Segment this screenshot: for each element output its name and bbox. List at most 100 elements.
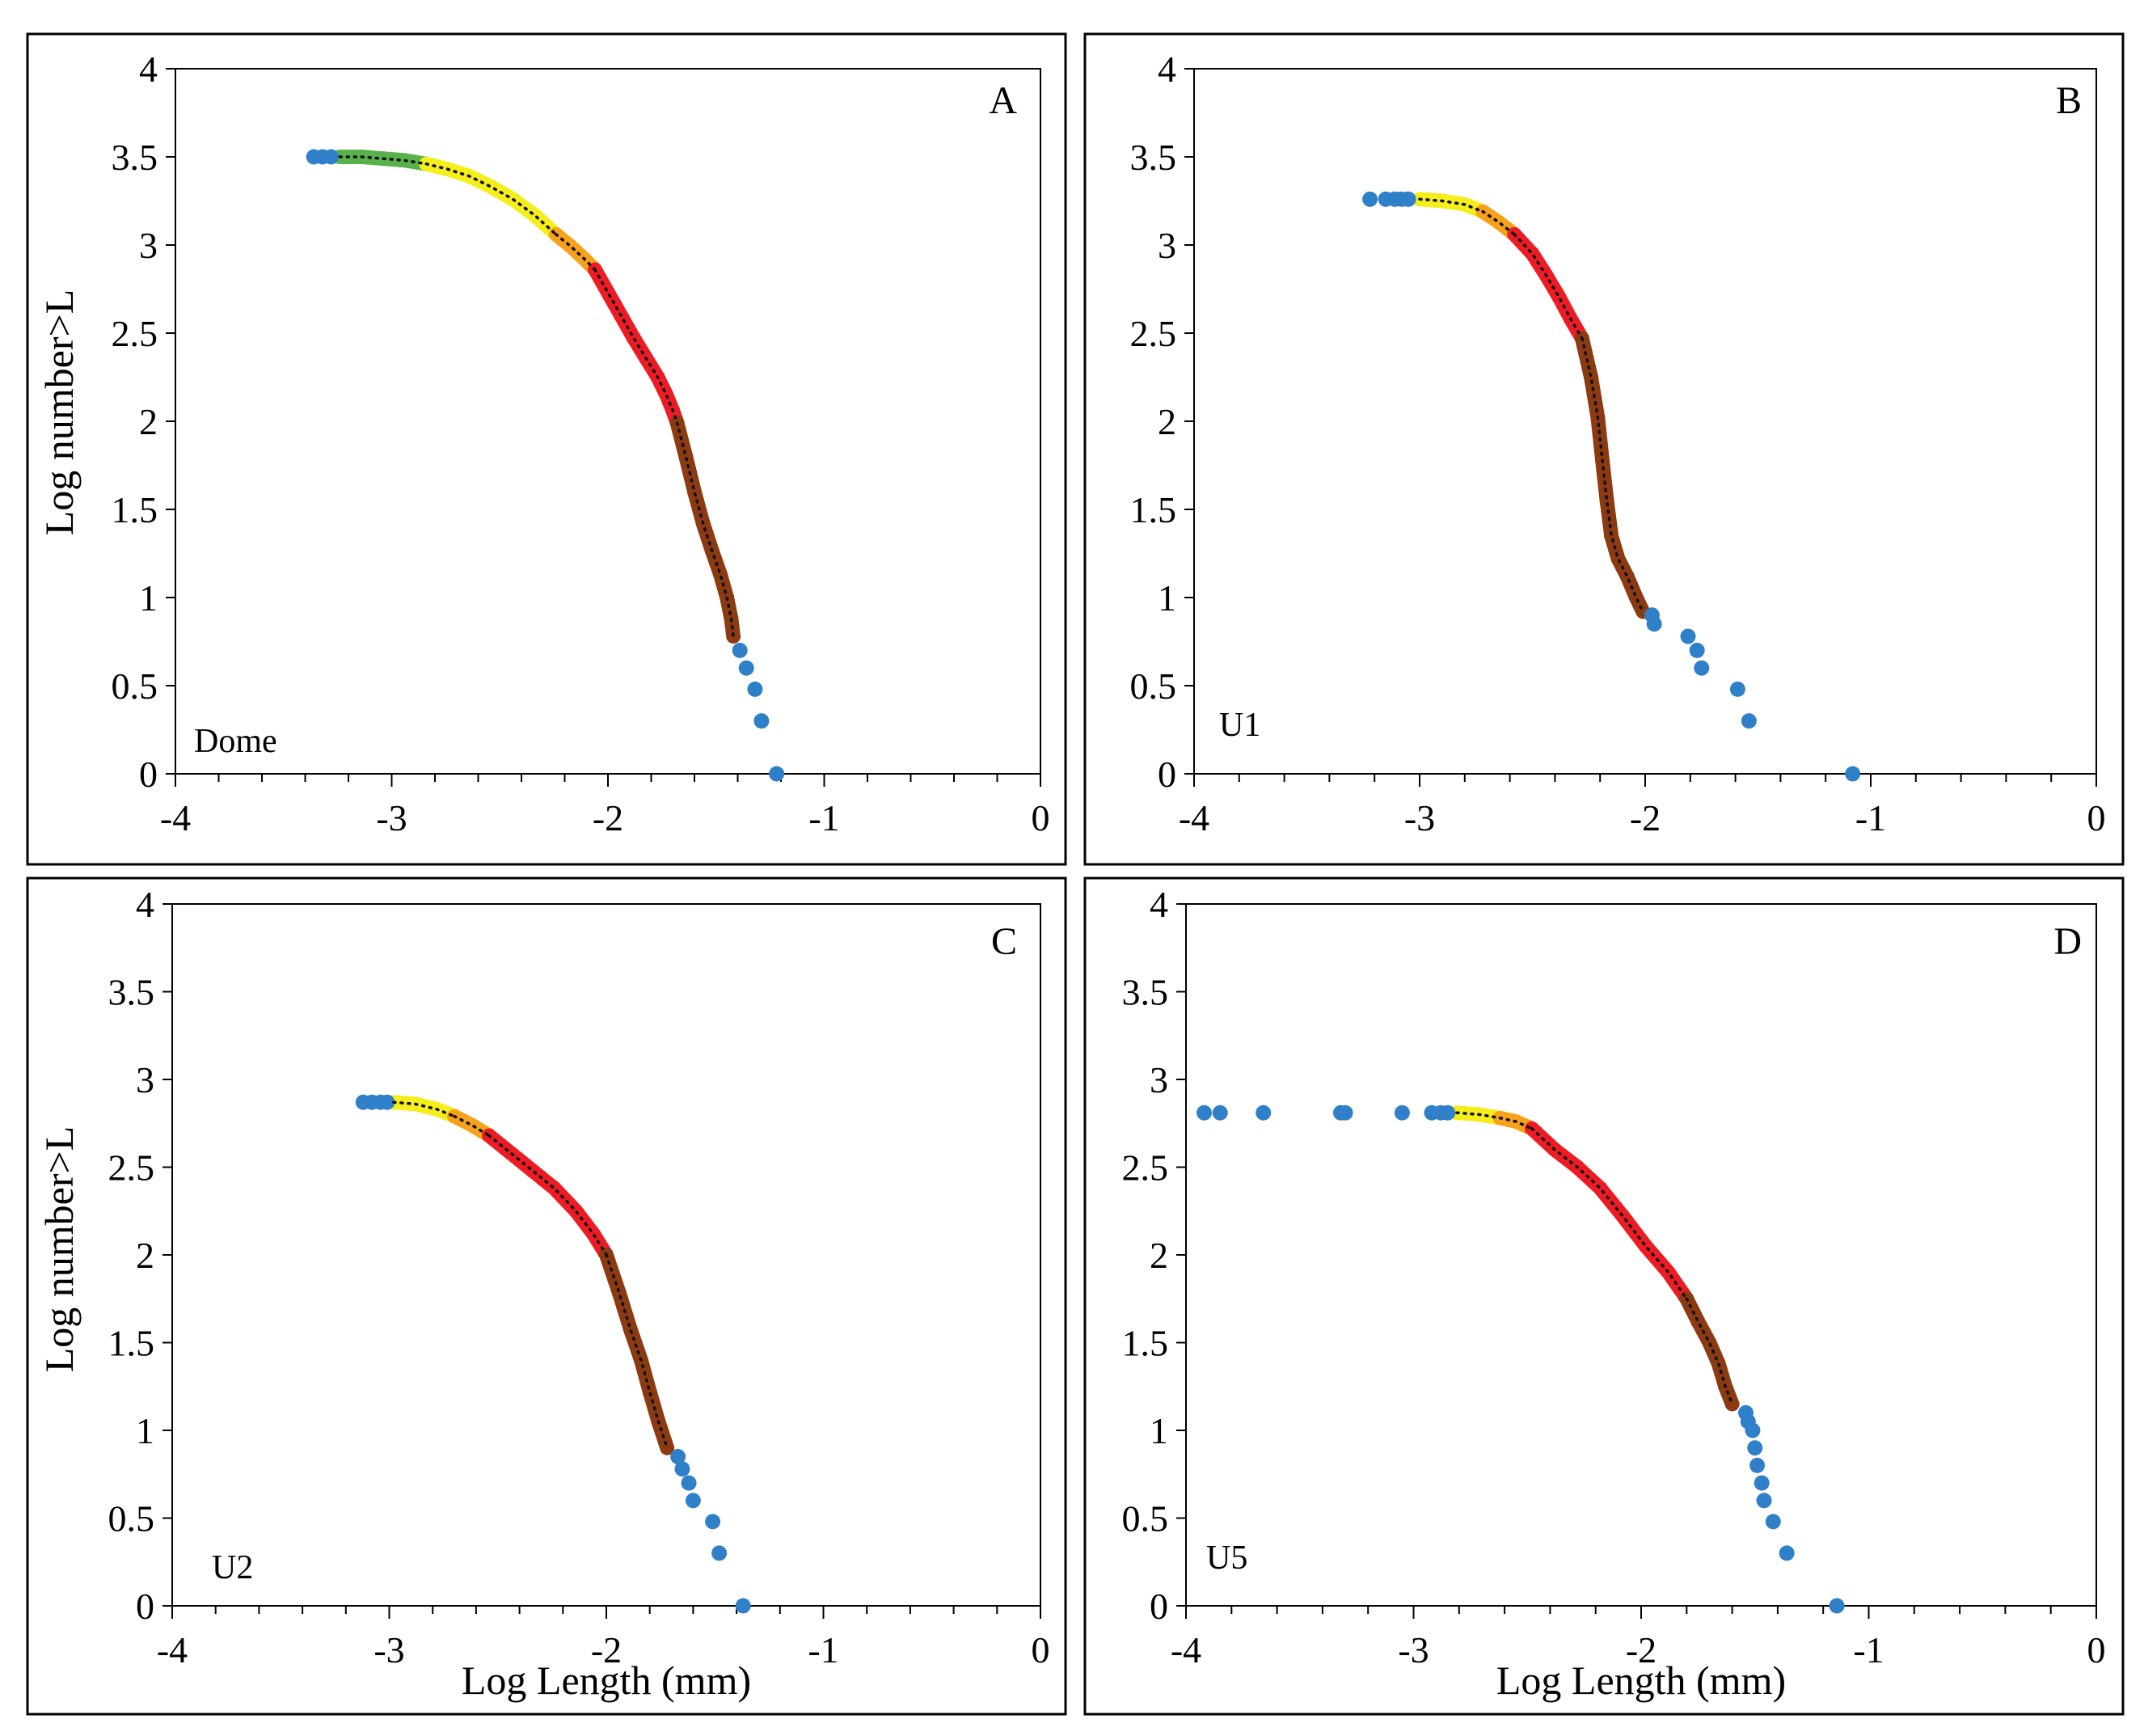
y-tick-label: 3 (1158, 225, 1176, 266)
x-tick-label: -4 (160, 797, 191, 838)
y-tick-label: 0 (1150, 1586, 1168, 1627)
trendline-brown (675, 421, 735, 638)
y-tick-label: 0.5 (108, 1498, 155, 1540)
y-tick-label: 4 (1158, 49, 1176, 90)
y-tick-label: 3.5 (1122, 972, 1169, 1013)
sample-label: U1 (1219, 707, 1260, 744)
trendlines (1455, 1111, 1734, 1406)
trendline-orange (1498, 1116, 1534, 1130)
data-point-blue (1729, 681, 1745, 697)
y-tick-label: 2 (136, 1235, 154, 1276)
x-tick-label: -2 (591, 1629, 622, 1671)
data-point-blue (323, 149, 340, 165)
x-tick-label: -1 (808, 1629, 838, 1671)
y-tick-label: 2.5 (1130, 313, 1177, 354)
data-point-blue (1694, 660, 1710, 676)
trendline-red (487, 1134, 608, 1257)
trendline-brown (1581, 336, 1644, 614)
y-tick-label: 1.5 (1122, 1323, 1169, 1364)
plot-area (1185, 903, 2097, 1607)
data-point-blue (753, 713, 770, 729)
data-point-blue (732, 642, 748, 658)
data-points (355, 1094, 751, 1614)
data-point-blue (705, 1514, 721, 1530)
axes: 0 0.5 1 1.5 2 2.5 3 3.5 4 -4 -3 -2 -1 0 (1130, 49, 2106, 838)
x-axis-label: Log Length (mm) (1496, 1658, 1786, 1703)
plot-area (1193, 68, 2097, 775)
data-point-blue (735, 1598, 751, 1614)
axes: 0 0.5 1 1.5 2 2.5 3 3.5 4 -4 -3 -2 -1 0 (108, 884, 1050, 1671)
axes: 0 0.5 1 1.5 2 2.5 3 3.5 4 -4 -3 -2 -1 0 (1122, 884, 2106, 1671)
x-tick-label: -4 (1179, 797, 1209, 838)
y-tick-label: 4 (139, 49, 158, 90)
y-tick-label: 1.5 (1130, 489, 1177, 530)
data-point-blue (1197, 1105, 1213, 1121)
y-tick-label: 4 (1150, 884, 1168, 925)
x-tick-label: 0 (2087, 797, 2106, 838)
y-tick-label: 3 (139, 225, 158, 266)
data-point-blue (1646, 616, 1662, 632)
x-tick-label: -3 (374, 1629, 404, 1671)
x-tick-label: 0 (2087, 1629, 2106, 1671)
x-tick-label: -2 (1630, 797, 1661, 838)
panel-letter: C (991, 920, 1017, 963)
y-tick-label: 2 (1158, 401, 1176, 442)
segment-point-brown (660, 1440, 675, 1455)
data-points (1197, 1105, 1845, 1614)
y-tick-label: 4 (136, 884, 154, 925)
y-tick-label: 2.5 (108, 1147, 155, 1189)
sample-label: U2 (212, 1549, 253, 1586)
panel-d: D U5 Log Length (mm) 0 0.5 1 1.5 2 2.5 3 3.5 4 -4… (1083, 876, 2125, 1716)
trendlines (1418, 197, 1644, 614)
y-tick-label: 1 (139, 577, 158, 619)
x-tick-label: -2 (1626, 1629, 1657, 1671)
x-tick-label: -1 (808, 797, 839, 838)
x-tick-label: -3 (376, 797, 407, 838)
data-point-blue (1756, 1493, 1772, 1509)
data-point-blue (1745, 1422, 1761, 1438)
x-tick-label: -4 (157, 1629, 188, 1671)
y-tick-label: 0 (139, 754, 158, 795)
data-point-blue (1754, 1475, 1770, 1491)
trendline-brown (605, 1253, 669, 1450)
panel-letter: D (2053, 920, 2082, 963)
data-points (306, 149, 785, 782)
plot-area (175, 68, 1041, 775)
y-tick-label: 3.5 (112, 137, 158, 178)
data-point-blue (1779, 1545, 1795, 1561)
y-axis-label: Log number>L (36, 289, 82, 536)
y-tick-label: 2.5 (112, 313, 158, 354)
data-point-blue (1845, 766, 1861, 782)
panel-frame (1083, 32, 2125, 866)
data-point-blue (1680, 628, 1696, 644)
trendline-brown (1685, 1297, 1734, 1406)
x-tick-label: 0 (1032, 1629, 1050, 1671)
x-tick-label: -2 (593, 797, 623, 838)
x-tick-label: -4 (1171, 1629, 1201, 1671)
y-tick-label: 0 (136, 1586, 154, 1627)
y-tick-label: 0 (1158, 754, 1176, 795)
y-tick-label: 1 (1150, 1410, 1168, 1451)
data-point-blue (1394, 1105, 1410, 1121)
y-tick-label: 1 (1158, 577, 1176, 619)
y-axis-label: Log number>L (36, 1126, 82, 1373)
data-point-blue (1765, 1514, 1781, 1530)
data-point-blue (1689, 642, 1705, 658)
data-point-blue (747, 681, 763, 697)
trendline-yellow (424, 162, 558, 236)
data-point-blue (738, 660, 754, 676)
panel-b: B U1 0 0.5 1 1.5 2 2.5 3 3.5 4 -4 -3 -2 -1 0 (1083, 32, 2125, 866)
data-point-blue (1747, 1440, 1763, 1456)
x-tick-label: -1 (1855, 797, 1886, 838)
trendlines (392, 1100, 669, 1450)
trendline-green (338, 155, 428, 166)
x-axis-label: Log Length (mm) (462, 1658, 751, 1703)
sample-label: Dome (194, 723, 277, 760)
panel-frame (1083, 876, 2125, 1716)
y-tick-label: 1 (136, 1410, 154, 1451)
data-point-blue (670, 1449, 686, 1465)
x-tick-label: -3 (1398, 1629, 1429, 1671)
trendline-red (1513, 233, 1584, 340)
y-tick-label: 3.5 (108, 972, 155, 1013)
data-point-blue (681, 1475, 697, 1491)
